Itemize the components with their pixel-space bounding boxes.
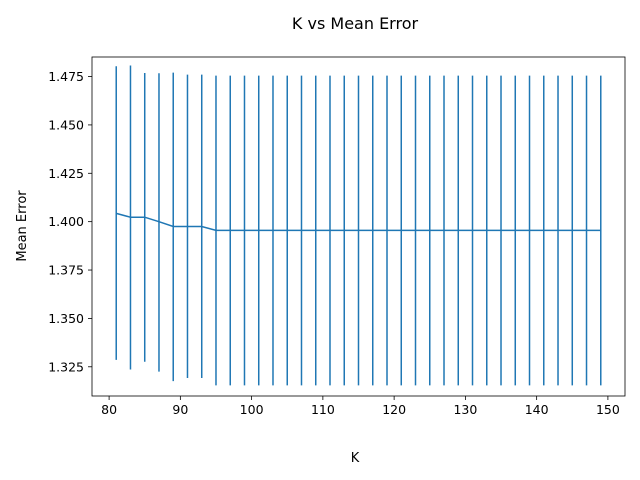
plot-frame bbox=[91, 56, 626, 397]
x-tick-label: 90 bbox=[172, 402, 188, 417]
y-axis-label: Mean Error bbox=[15, 190, 30, 262]
x-tick-label: 100 bbox=[240, 402, 264, 417]
y-tick-label: 1.350 bbox=[48, 311, 84, 326]
y-tick-label: 1.325 bbox=[48, 359, 84, 374]
y-tick-label: 1.375 bbox=[48, 263, 84, 278]
x-tick-label: 80 bbox=[101, 402, 117, 417]
y-tick-label: 1.450 bbox=[48, 117, 84, 132]
data-series bbox=[116, 212, 601, 232]
chart-title: K vs Mean Error bbox=[292, 14, 419, 33]
x-tick-label: 150 bbox=[596, 402, 620, 417]
y-axis-ticks: 1.325 1.350 1.375 1.400 1.425 1.450 1.475 bbox=[48, 69, 92, 374]
y-tick-label: 1.400 bbox=[48, 214, 84, 229]
y-tick-label: 1.425 bbox=[48, 166, 84, 181]
x-tick-label: 130 bbox=[453, 402, 477, 417]
x-tick-label: 110 bbox=[311, 402, 335, 417]
x-axis-ticks: 80 90 100 110 120 130 140 150 bbox=[101, 396, 620, 417]
x-axis-label: K bbox=[351, 451, 360, 466]
mean-error-line bbox=[116, 212, 601, 232]
x-tick-label: 140 bbox=[525, 402, 549, 417]
x-tick-label: 120 bbox=[382, 402, 406, 417]
y-tick-label: 1.475 bbox=[48, 69, 84, 84]
error-bars bbox=[115, 65, 602, 386]
